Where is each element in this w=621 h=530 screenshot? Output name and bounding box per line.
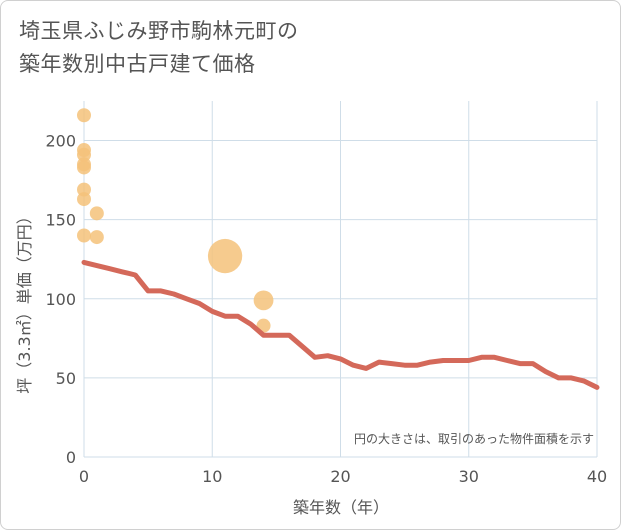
x-tick-label: 30 bbox=[459, 467, 479, 486]
y-tick-label: 150 bbox=[45, 211, 76, 230]
average-price-line bbox=[81, 259, 600, 390]
bubble-point bbox=[77, 160, 91, 175]
bubble-point bbox=[77, 228, 91, 243]
bubble-point bbox=[89, 230, 104, 245]
bubble-point bbox=[77, 192, 91, 207]
y-tick-label: 200 bbox=[45, 132, 76, 151]
x-tick-label: 40 bbox=[587, 467, 607, 486]
average-line-series bbox=[81, 259, 600, 390]
bubble-size-note: 円の大きさは、取引のあった物件面積を示す bbox=[354, 431, 594, 446]
bubble-point bbox=[77, 108, 91, 123]
x-axis-label: 築年数（年） bbox=[293, 498, 389, 517]
x-tick-label: 0 bbox=[79, 467, 89, 486]
x-tick-label: 10 bbox=[202, 467, 222, 486]
axis-ticks: 0 50 100 150 200 0 10 20 30 40 bbox=[45, 132, 607, 486]
chart-title-line1: 埼玉県ふじみ野市駒林元町の bbox=[19, 19, 299, 43]
chart-title: 埼玉県ふじみ野市駒林元町の 築年数別中古戸建て価格 bbox=[19, 15, 299, 81]
bubble-point bbox=[253, 290, 274, 311]
chart-title-line2: 築年数別中古戸建て価格 bbox=[19, 52, 256, 76]
x-tick-label: 20 bbox=[330, 467, 350, 486]
bubble-point bbox=[207, 238, 243, 274]
y-axis-label: 坪（3.3㎡）単価（万円） bbox=[15, 208, 34, 393]
grid-lines bbox=[83, 101, 598, 458]
y-tick-label: 100 bbox=[45, 290, 76, 309]
y-tick-label: 50 bbox=[56, 369, 76, 388]
bubble-point bbox=[89, 206, 104, 221]
y-tick-label: 0 bbox=[66, 448, 76, 467]
bubble-series bbox=[77, 108, 274, 333]
